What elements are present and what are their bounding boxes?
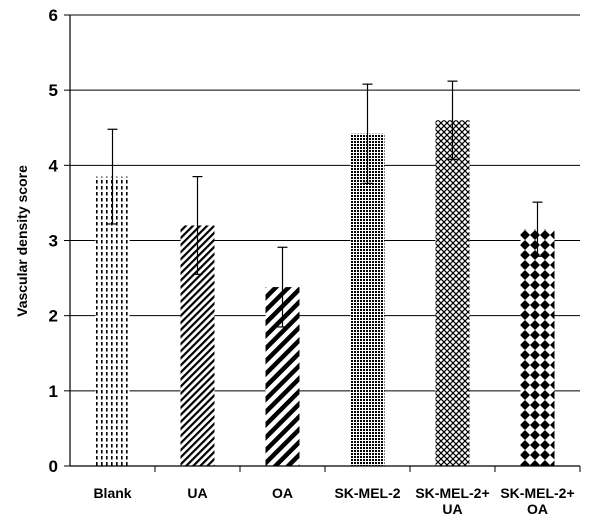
bar — [95, 176, 130, 466]
axes — [64, 14, 581, 472]
x-category-label: OA — [527, 501, 548, 517]
y-tick-label: 1 — [49, 382, 58, 401]
y-axis-title: Vascular density score — [14, 165, 30, 317]
bars — [95, 120, 555, 466]
gridlines — [70, 14, 580, 392]
error-bars — [107, 80, 543, 328]
x-category-label: SK-MEL-2 — [334, 485, 400, 501]
x-category-label: OA — [272, 485, 293, 501]
bar — [435, 120, 470, 466]
x-category-label: SK-MEL-2+ — [415, 485, 489, 501]
y-tick-label: 2 — [49, 307, 58, 326]
x-category-label: Blank — [93, 485, 131, 501]
y-tick-label: 5 — [49, 81, 58, 100]
y-tick-label: 6 — [49, 6, 58, 25]
x-category-label: UA — [442, 501, 462, 517]
y-tick-label: 4 — [49, 156, 59, 175]
y-tick-label: 0 — [49, 457, 58, 476]
x-category-label: SK-MEL-2+ — [500, 485, 574, 501]
bar — [520, 229, 555, 466]
bar — [350, 133, 385, 466]
x-category-label: UA — [187, 485, 207, 501]
y-tick-label: 3 — [49, 232, 58, 251]
